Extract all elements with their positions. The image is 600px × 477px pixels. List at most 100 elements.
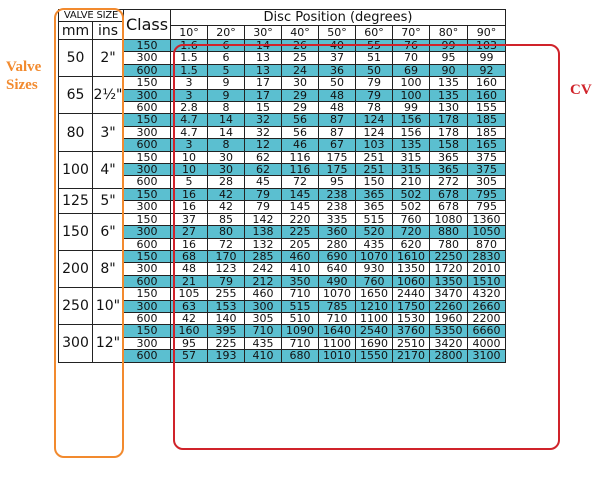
cv-value-cell: 17 (244, 88, 282, 103)
cv-value-cell: 272 (429, 175, 468, 189)
cv-value-cell: 1210 (355, 299, 393, 313)
class-cell: 300 (123, 299, 171, 313)
disc-position-header: Disc Position (degrees) (170, 9, 506, 26)
cv-value-cell: 360 (318, 225, 356, 239)
cv-value-cell: 760 (355, 274, 393, 289)
cv-value-cell: 1350 (429, 274, 468, 289)
cv-value-cell: 510 (281, 311, 319, 326)
cv-value-cell: 305 (467, 175, 506, 189)
cv-value-cell: 870 (467, 237, 506, 251)
table-row: 100 4" 150 10 30 62 116 175 251 315 365 375 (58, 150, 506, 189)
size-mm-cell: 80 (58, 113, 93, 152)
class-cell: 600 (123, 274, 171, 289)
cv-value-cell: 678 (429, 200, 468, 214)
cv-value-cell: 410 (244, 349, 282, 363)
cv-value-cell: 50 (318, 76, 356, 90)
size-mm-cell: 50 (58, 38, 93, 78)
degree-header-4: 40° (281, 25, 319, 40)
cv-value-cell: 1720 (429, 262, 468, 276)
cv-value-cell: 79 (355, 88, 393, 103)
cv-value-cell: 795 (467, 187, 506, 202)
cv-value-cell: 255 (207, 287, 245, 301)
table-row: 65 2½" 150 3 9 17 30 50 79 100 135 160 (58, 76, 506, 115)
cv-value-cell: 4000 (467, 336, 506, 351)
cv-value-cell: 37 (170, 212, 208, 227)
cv-value-cell: 4.7 (170, 113, 208, 127)
cv-annotation: CV (570, 82, 592, 98)
class-cell: 300 (123, 163, 171, 177)
cv-value-cell: 2200 (467, 311, 506, 326)
class-cell: 150 (123, 150, 171, 165)
cv-value-cell: 185 (467, 125, 506, 140)
cv-value-cell: 116 (281, 150, 319, 165)
degree-header-3: 30° (244, 25, 282, 40)
cv-value-cell: 410 (281, 262, 319, 276)
cv-value-cell: 24 (281, 63, 319, 78)
cv-value-cell: 9 (207, 88, 245, 103)
cv-value-cell: 116 (281, 163, 319, 177)
cv-value-cell: 99 (467, 51, 506, 65)
cv-value-cell: 145 (281, 187, 319, 202)
table-row: 125 5" 150 16 42 79 145 238 365 502 678 795 (58, 187, 506, 214)
size-mm-cell: 200 (58, 249, 93, 289)
cv-value-cell: 50 (355, 63, 393, 78)
cv-value-cell: 123 (207, 262, 245, 276)
table-row: 300 48 123 242 410 640 930 1350 1720 2010 (59, 262, 506, 276)
cv-value-cell: 251 (355, 150, 393, 165)
table-row: 150 6" 150 37 85 142 220 335 515 760 1080 1360 (58, 212, 506, 251)
degree-header-6: 60° (355, 25, 393, 40)
class-cell: 600 (123, 138, 171, 152)
table-row: 600 2.8 8 15 29 48 78 99 130 155 (59, 101, 506, 115)
cv-value-cell: 16 (170, 187, 208, 202)
cv-value-cell: 67 (318, 138, 356, 152)
cv-value-cell: 1690 (355, 336, 393, 351)
class-cell: 150 (123, 249, 171, 264)
cv-value-cell: 210 (392, 175, 430, 189)
cv-value-cell: 1750 (392, 299, 430, 313)
cv-value-cell: 365 (429, 163, 468, 177)
size-ins-cell: 4" (92, 150, 124, 189)
cv-value-cell: 678 (429, 187, 468, 202)
class-cell: 150 (123, 212, 171, 227)
table-row: 600 57 193 410 680 1010 1550 2170 2800 3100 (59, 349, 506, 363)
cv-value-cell: 1510 (467, 274, 506, 289)
cv-value-cell: 124 (355, 125, 393, 140)
cv-value-cell: 105 (170, 287, 208, 301)
cv-value-cell: 760 (392, 212, 430, 227)
cv-value-cell: 2540 (355, 324, 393, 338)
size-mm-cell: 100 (58, 150, 93, 189)
cv-value-cell: 460 (244, 287, 282, 301)
cv-value-cell: 515 (281, 299, 319, 313)
table-row: 600 1.5 5 13 24 36 50 69 90 92 (59, 63, 506, 78)
cv-value-cell: 29 (281, 88, 319, 103)
table-row: 600 3 8 12 46 67 103 135 158 165 (59, 138, 506, 152)
cv-value-cell: 78 (355, 101, 393, 115)
cv-value-cell: 48 (318, 88, 356, 103)
table-row: 300 10 30 62 116 175 251 315 365 375 (59, 163, 506, 177)
cv-value-cell: 2660 (467, 299, 506, 313)
class-cell: 150 (123, 287, 171, 301)
cv-value-cell: 795 (467, 200, 506, 214)
class-cell: 150 (123, 113, 171, 127)
class-cell: 600 (123, 311, 171, 326)
cv-value-cell: 2830 (467, 249, 506, 264)
degree-header-8: 80° (429, 25, 468, 40)
cv-value-cell: 132 (244, 237, 282, 251)
table-row: 300 12" 150 160 395 710 1090 1640 2540 3760 5350 66… (58, 324, 506, 363)
size-ins-cell: 5" (92, 187, 124, 214)
cv-value-cell: 57 (170, 349, 208, 363)
size-ins-cell: 12" (92, 324, 124, 363)
size-ins-cell: 2½" (92, 76, 124, 115)
class-cell: 600 (123, 349, 171, 363)
cv-value-cell: 251 (355, 163, 393, 177)
cv-value-cell: 99 (392, 101, 430, 115)
cv-value-cell: 175 (318, 163, 356, 177)
cv-value-cell: 37 (318, 51, 356, 65)
cv-value-cell: 375 (467, 150, 506, 165)
cv-value-cell: 14 (207, 113, 245, 127)
table-row: 80 3" 150 4.7 14 32 56 87 124 156 178 185 (58, 113, 506, 152)
cv-value-cell: 42 (207, 187, 245, 202)
cv-value-cell: 62 (244, 150, 282, 165)
cv-value-cell: 30 (207, 163, 245, 177)
table-row: 200 8" 150 68 170 285 460 690 1070 1610 2250 2830 (58, 249, 506, 289)
